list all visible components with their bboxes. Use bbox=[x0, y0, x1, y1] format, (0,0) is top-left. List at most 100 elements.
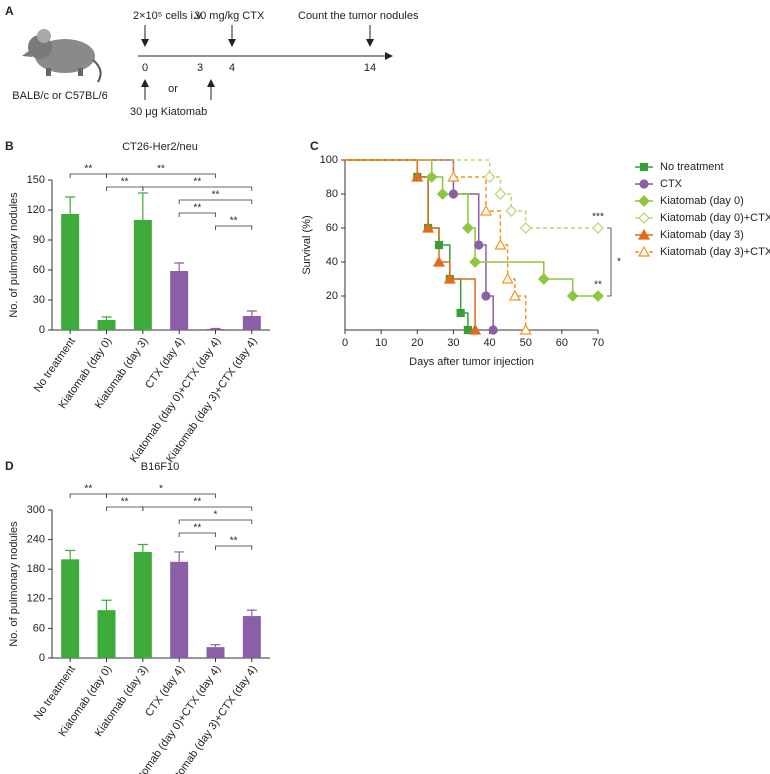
event-label: 30 mg/kg CTX bbox=[194, 10, 265, 22]
error-bar bbox=[65, 549, 76, 560]
significance-bracket bbox=[106, 173, 216, 178]
significance-label: ** bbox=[84, 484, 92, 495]
x-tick-label: 50 bbox=[520, 337, 532, 349]
marker bbox=[411, 170, 424, 182]
legend-label: No treatment bbox=[660, 161, 724, 173]
significance-bracket bbox=[178, 199, 253, 204]
y-axis-label: No. of pulmonary nodules bbox=[8, 192, 20, 318]
marker bbox=[434, 240, 444, 250]
significance-label: *** bbox=[592, 212, 604, 223]
legend-marker bbox=[638, 212, 650, 224]
axis-line bbox=[51, 510, 270, 659]
legend-label: CTX bbox=[660, 178, 683, 190]
y-tick-label: 20 bbox=[326, 290, 338, 302]
significance-label: ** bbox=[121, 497, 129, 508]
marker bbox=[494, 188, 507, 200]
comparison-bracket bbox=[607, 227, 612, 297]
marker bbox=[505, 205, 518, 217]
survival-curve bbox=[345, 159, 598, 229]
error-bar bbox=[65, 196, 76, 214]
error-bar bbox=[246, 310, 257, 316]
chart-title: CT26-Her2/neu bbox=[122, 141, 198, 153]
survival-curve bbox=[345, 159, 494, 330]
error-bar bbox=[137, 543, 148, 552]
bar bbox=[206, 647, 225, 658]
marker bbox=[456, 308, 465, 318]
day-label: 3 bbox=[197, 62, 203, 74]
marker bbox=[566, 290, 579, 302]
bar bbox=[170, 561, 189, 658]
error-bar bbox=[174, 262, 185, 271]
significance-label: ** bbox=[193, 203, 201, 214]
x-tick-label: 70 bbox=[592, 337, 604, 349]
y-tick-label: 60 bbox=[33, 622, 45, 634]
event-label: Count the tumor nodules bbox=[298, 10, 419, 22]
panel-label: B bbox=[5, 139, 14, 153]
y-tick-label: 240 bbox=[27, 534, 45, 546]
or-label: or bbox=[168, 83, 178, 95]
legend-marker bbox=[637, 245, 651, 257]
legend-marker bbox=[639, 179, 649, 189]
legend-label: Kiatomab (day 0) bbox=[660, 195, 744, 207]
marker bbox=[592, 222, 604, 234]
panel-label: C bbox=[310, 139, 319, 153]
y-tick-label: 150 bbox=[27, 174, 45, 186]
bar bbox=[133, 551, 152, 658]
bar bbox=[61, 559, 80, 658]
bar bbox=[242, 616, 261, 658]
y-axis-label: Survival (%) bbox=[301, 215, 313, 274]
error-bar bbox=[101, 316, 112, 320]
significance-label: * bbox=[159, 484, 163, 495]
y-tick-label: 60 bbox=[326, 222, 338, 234]
y-tick-label: 80 bbox=[326, 188, 338, 200]
y-tick-label: 120 bbox=[27, 204, 45, 216]
significance-label: ** bbox=[193, 177, 201, 188]
x-tick-label: 10 bbox=[375, 337, 387, 349]
legend-marker bbox=[638, 195, 650, 207]
comparison-label: * bbox=[617, 257, 621, 268]
y-tick-label: 300 bbox=[27, 504, 45, 516]
x-tick-label: 0 bbox=[342, 337, 348, 349]
error-bar bbox=[246, 609, 257, 617]
x-axis-label: Days after tumor injection bbox=[409, 356, 534, 368]
marker bbox=[448, 189, 459, 199]
bar bbox=[133, 220, 152, 330]
significance-label: ** bbox=[84, 164, 92, 175]
y-tick-label: 120 bbox=[27, 593, 45, 605]
day-label: 0 bbox=[142, 62, 148, 74]
y-tick-label: 60 bbox=[33, 264, 45, 276]
panel-label: D bbox=[5, 459, 14, 473]
bar bbox=[97, 610, 116, 658]
marker bbox=[447, 170, 460, 182]
treatment-label: 30 μg Kiatomab bbox=[130, 106, 207, 118]
significance-label: ** bbox=[193, 497, 201, 508]
bar bbox=[170, 271, 189, 330]
bar bbox=[97, 320, 116, 330]
marker bbox=[519, 323, 532, 335]
x-tick-label: 60 bbox=[556, 337, 568, 349]
y-tick-label: 30 bbox=[33, 294, 45, 306]
significance-label: ** bbox=[193, 523, 201, 534]
marker bbox=[592, 290, 604, 302]
x-tick-label: 30 bbox=[447, 337, 459, 349]
day-label: 14 bbox=[364, 62, 376, 74]
y-tick-label: 40 bbox=[326, 256, 338, 268]
marker bbox=[469, 256, 481, 268]
significance-label: ** bbox=[230, 536, 238, 547]
panel-a: A BALB/c or C57BL/6 2×10⁵ cells i.v. 30 … bbox=[5, 4, 419, 118]
y-axis-label: No. of pulmonary nodules bbox=[8, 521, 20, 647]
marker bbox=[443, 272, 456, 284]
significance-bracket bbox=[106, 493, 216, 498]
marker bbox=[469, 323, 482, 335]
significance-bracket bbox=[178, 212, 216, 217]
significance-label: ** bbox=[594, 280, 602, 291]
y-tick-label: 0 bbox=[39, 652, 45, 664]
survival-curve bbox=[345, 159, 469, 330]
significance-label: ** bbox=[212, 190, 220, 201]
marker bbox=[501, 272, 514, 284]
marker bbox=[422, 221, 435, 233]
bar bbox=[206, 329, 225, 330]
x-tick-label: 20 bbox=[411, 337, 423, 349]
significance-label: ** bbox=[230, 216, 238, 227]
